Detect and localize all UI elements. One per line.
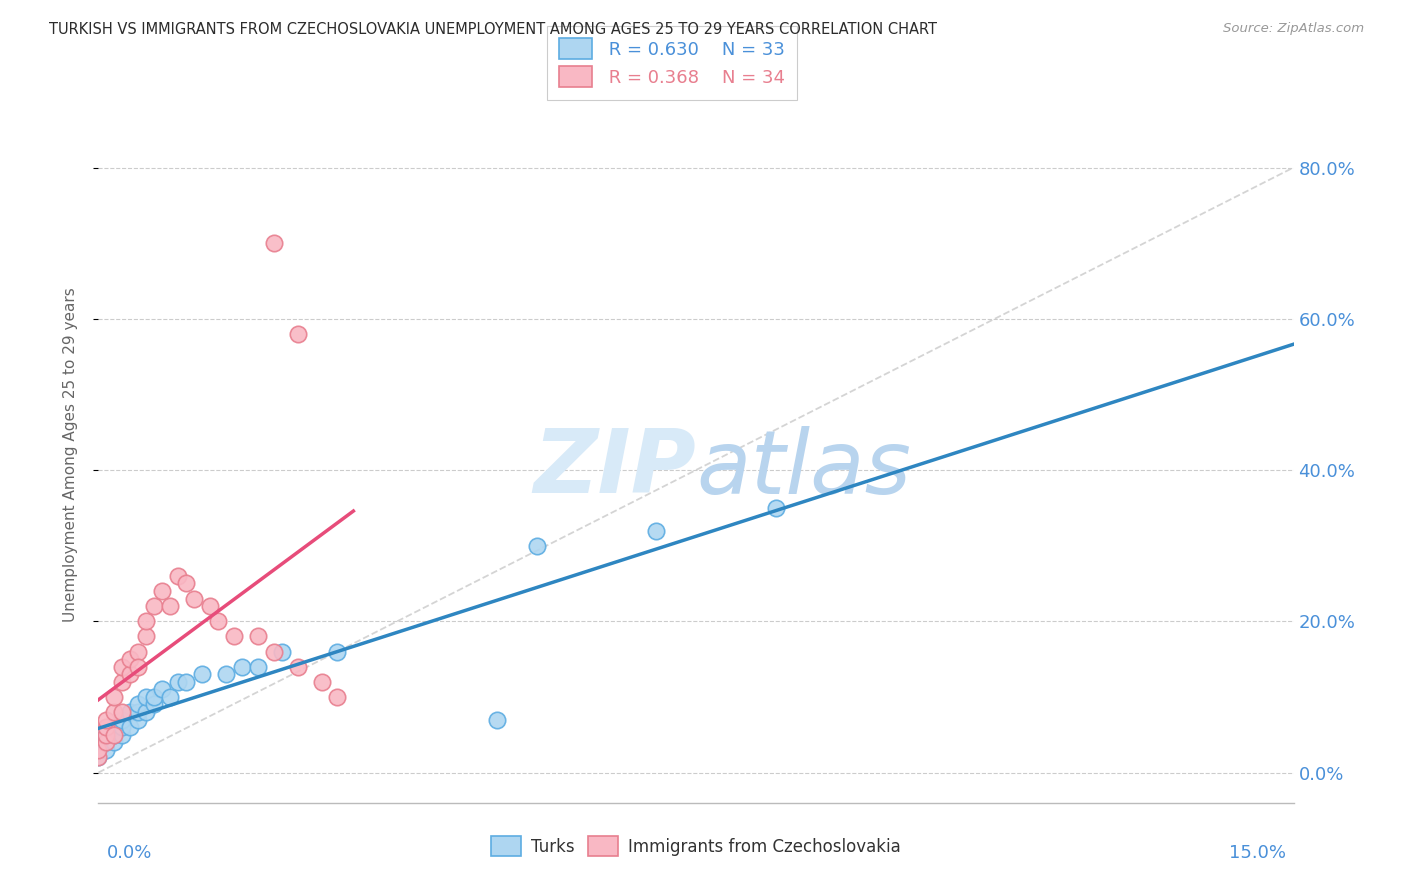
Point	[96, 720, 118, 734]
Point	[222, 629, 245, 643]
Point	[526, 539, 548, 553]
Point	[96, 743, 118, 757]
Point	[246, 629, 269, 643]
Point	[127, 705, 149, 719]
Point	[167, 674, 190, 689]
Point	[87, 750, 110, 764]
Point	[263, 644, 285, 658]
Point	[167, 569, 190, 583]
Point	[96, 713, 118, 727]
Point	[135, 615, 157, 629]
Point	[150, 584, 173, 599]
Point	[159, 599, 181, 614]
Point	[96, 728, 118, 742]
Point	[135, 629, 157, 643]
Y-axis label: Unemployment Among Ages 25 to 29 years: Unemployment Among Ages 25 to 29 years	[63, 287, 77, 623]
Point	[87, 743, 110, 757]
Point	[103, 720, 125, 734]
Point	[765, 500, 787, 515]
Text: atlas: atlas	[696, 425, 911, 512]
Point	[287, 659, 309, 673]
Point	[231, 659, 253, 673]
Point	[103, 728, 125, 742]
Point	[270, 644, 292, 658]
Point	[159, 690, 181, 704]
Point	[215, 667, 238, 681]
Point	[150, 682, 173, 697]
Point	[183, 591, 205, 606]
Text: ZIP: ZIP	[533, 425, 696, 512]
Point	[111, 713, 134, 727]
Point	[120, 652, 142, 666]
Point	[174, 576, 197, 591]
Point	[120, 720, 142, 734]
Text: 0.0%: 0.0%	[107, 845, 152, 863]
Point	[127, 659, 149, 673]
Point	[135, 690, 157, 704]
Point	[96, 735, 118, 749]
Point	[485, 713, 508, 727]
Point	[111, 705, 134, 719]
Point	[103, 728, 125, 742]
Point	[263, 236, 285, 251]
Point	[111, 720, 134, 734]
Point	[111, 728, 134, 742]
Point	[103, 705, 125, 719]
Point	[127, 698, 149, 712]
Legend: Turks, Immigrants from Czechoslovakia: Turks, Immigrants from Czechoslovakia	[482, 828, 910, 864]
Point	[326, 644, 349, 658]
Point	[287, 326, 309, 341]
Point	[143, 690, 166, 704]
Point	[198, 599, 221, 614]
Point	[111, 674, 134, 689]
Point	[103, 735, 125, 749]
Point	[207, 615, 229, 629]
Point	[311, 674, 333, 689]
Point	[127, 713, 149, 727]
Point	[326, 690, 349, 704]
Point	[191, 667, 214, 681]
Point	[246, 659, 269, 673]
Point	[645, 524, 668, 538]
Point	[127, 644, 149, 658]
Point	[87, 750, 110, 764]
Point	[143, 698, 166, 712]
Point	[111, 659, 134, 673]
Point	[135, 705, 157, 719]
Text: 15.0%: 15.0%	[1229, 845, 1285, 863]
Point	[103, 690, 125, 704]
Point	[96, 735, 118, 749]
Point	[174, 674, 197, 689]
Point	[143, 599, 166, 614]
Point	[96, 728, 118, 742]
Point	[120, 705, 142, 719]
Text: Source: ZipAtlas.com: Source: ZipAtlas.com	[1223, 22, 1364, 36]
Text: TURKISH VS IMMIGRANTS FROM CZECHOSLOVAKIA UNEMPLOYMENT AMONG AGES 25 TO 29 YEARS: TURKISH VS IMMIGRANTS FROM CZECHOSLOVAKI…	[49, 22, 938, 37]
Point	[120, 667, 142, 681]
